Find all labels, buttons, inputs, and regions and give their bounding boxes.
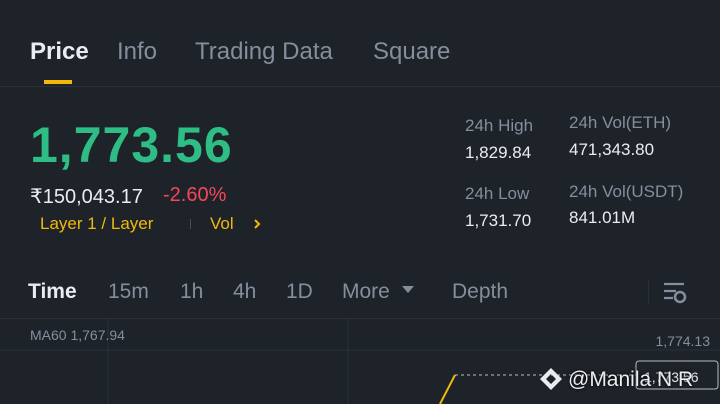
interval[interactable]: Time xyxy=(28,280,77,303)
category-tag[interactable]: Layer 1 / Layer xyxy=(40,214,154,233)
last-price: 1,773.56 xyxy=(30,117,233,173)
separator xyxy=(190,219,191,229)
separator xyxy=(648,280,649,304)
stat-label: 24h Vol(ETH) xyxy=(569,113,672,132)
watermark: @Manila N R xyxy=(568,368,694,391)
interval[interactable]: 4h xyxy=(233,280,257,303)
vol-tag[interactable]: Vol xyxy=(210,214,234,233)
interval[interactable]: Depth xyxy=(452,280,509,303)
interval[interactable]: 1D xyxy=(286,280,313,303)
chart-area xyxy=(0,319,720,404)
price-axis-label: 1,774.13 xyxy=(655,333,711,349)
chevron-icon xyxy=(254,219,261,229)
stat-value: 1,731.70 xyxy=(465,211,532,230)
tab[interactable]: Price xyxy=(30,38,89,65)
interval[interactable]: More xyxy=(342,280,390,303)
interval[interactable]: 15m xyxy=(108,280,149,303)
stat-value: 471,343.80 xyxy=(569,140,655,159)
stat-value: 841.01M xyxy=(569,208,636,227)
stat-label: 24h Low xyxy=(465,184,530,203)
tab[interactable]: Square xyxy=(373,38,451,65)
current-price-label: 1,773.56 xyxy=(644,369,699,385)
tab[interactable]: Info xyxy=(117,38,158,65)
divider xyxy=(0,86,720,87)
settings-icon[interactable] xyxy=(662,280,688,304)
stat-label: 24h High xyxy=(465,116,534,135)
stat-label: 24h Vol(USDT) xyxy=(569,182,684,201)
inr-price: ₹150,043.17 xyxy=(30,186,143,208)
divider xyxy=(0,318,720,319)
tab-indicator xyxy=(44,80,72,84)
ma-label: MA60 1,767.94 xyxy=(30,327,125,343)
price-change: -2.60% xyxy=(163,184,227,206)
tab[interactable]: Trading Data xyxy=(195,38,333,65)
watermark-logo xyxy=(540,368,562,390)
stat-value: 1,829.84 xyxy=(465,143,532,162)
interval[interactable]: 1h xyxy=(180,280,204,303)
dropdown-icon xyxy=(402,286,414,293)
